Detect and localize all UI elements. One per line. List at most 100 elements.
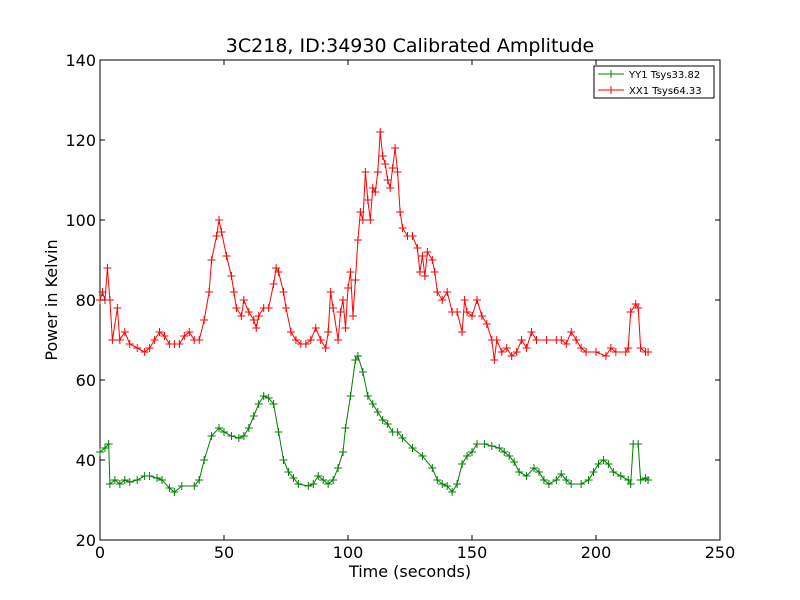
data-point-marker (269, 280, 278, 288)
data-point-marker (353, 236, 362, 244)
data-point-marker (190, 482, 199, 490)
data-point-marker (458, 460, 467, 468)
data-point-marker (239, 432, 248, 440)
data-point-marker (460, 296, 469, 304)
data-point-marker (495, 444, 504, 452)
data-point-marker (294, 480, 303, 488)
data-point-marker (363, 196, 372, 204)
data-point-marker (418, 452, 427, 460)
data-point-marker (453, 480, 462, 488)
series-yy1 (96, 352, 653, 496)
axes-frame (99, 59, 721, 541)
data-point-marker (463, 452, 472, 460)
data-point-marker (626, 480, 635, 488)
y-tick-label: 20 (76, 531, 96, 550)
data-point-marker (217, 228, 226, 236)
data-point-marker (115, 480, 124, 488)
data-point-marker (239, 296, 248, 304)
data-point-marker (155, 328, 164, 336)
plot-area: 0 50 100 150 200 250 20 40 60 80 100 120 140 (65, 51, 735, 562)
y-tick-label: 140 (65, 51, 96, 70)
data-point-marker (200, 316, 209, 324)
data-point-marker (433, 288, 442, 296)
data-point-marker (420, 272, 429, 280)
data-point-marker (468, 448, 476, 456)
data-point-marker (378, 416, 387, 424)
data-point-marker (386, 184, 395, 192)
data-point-marker (326, 288, 335, 296)
y-tick-label: 80 (76, 291, 96, 310)
data-point-marker (487, 442, 496, 450)
data-point-marker (329, 304, 338, 312)
series-layer (96, 128, 653, 496)
data-point-marker (269, 400, 278, 408)
data-point-marker (205, 288, 214, 296)
data-point-marker (438, 296, 447, 304)
data-point-marker (534, 468, 543, 476)
data-point-marker (505, 452, 514, 460)
legend-marker (607, 86, 615, 94)
data-point-marker (237, 312, 246, 320)
series-line (99, 354, 649, 493)
data-point-marker (329, 476, 338, 484)
data-point-marker (398, 434, 407, 442)
data-point-marker (110, 476, 119, 484)
data-point-marker (105, 296, 114, 304)
series-line (99, 131, 649, 361)
data-point-marker (373, 168, 382, 176)
data-point-marker (160, 332, 169, 340)
data-point-marker (482, 320, 491, 328)
data-point-marker (229, 288, 238, 296)
data-point-marker (185, 328, 194, 336)
data-point-marker (408, 232, 417, 240)
data-point-marker (274, 268, 283, 276)
data-point-marker (584, 476, 593, 484)
data-point-marker (353, 352, 362, 360)
data-point-marker (517, 336, 526, 344)
data-point-marker (636, 344, 645, 352)
legend: YY1 Tsys33.82 XX1 Tsys64.33 (593, 65, 715, 99)
data-point-marker (577, 480, 586, 488)
data-point-marker (339, 448, 348, 456)
data-point-marker (626, 308, 635, 316)
data-point-marker (252, 324, 261, 332)
data-point-marker (582, 348, 591, 356)
data-point-marker (601, 352, 610, 360)
data-point-marker (448, 488, 457, 496)
series-xx1 (96, 128, 653, 364)
data-point-marker (195, 336, 204, 344)
data-point-marker (309, 480, 318, 488)
data-point-marker (158, 476, 166, 484)
data-point-marker (244, 424, 253, 432)
data-point-marker (165, 484, 174, 492)
data-point-marker (195, 476, 204, 484)
data-point-marker (344, 284, 352, 292)
data-point-marker (341, 324, 350, 332)
data-point-marker (557, 470, 566, 478)
data-point-marker (207, 432, 216, 440)
data-point-marker (522, 472, 531, 480)
x-tick-label: 250 (705, 543, 736, 562)
data-point-marker (433, 476, 442, 484)
data-point-marker (463, 308, 472, 316)
legend-marker (607, 70, 615, 78)
data-point-marker (376, 128, 385, 136)
data-point-marker (634, 304, 643, 312)
legend-label: XX1 Tsys64.33 (629, 86, 702, 97)
data-point-marker (542, 336, 551, 344)
data-point-marker (200, 456, 209, 464)
data-point-marker (358, 368, 367, 376)
data-point-marker (289, 474, 298, 482)
data-point-marker (175, 340, 184, 348)
data-point-marker (616, 472, 625, 480)
data-point-marker (100, 444, 109, 452)
data-point-marker (609, 468, 618, 476)
data-point-marker (125, 340, 134, 348)
data-point-marker (393, 428, 402, 436)
data-point-marker (589, 468, 598, 476)
data-point-marker (104, 440, 113, 448)
data-point-marker (393, 168, 402, 176)
data-point-marker (391, 144, 400, 152)
data-point-marker (562, 476, 571, 484)
data-point-marker (477, 312, 486, 320)
